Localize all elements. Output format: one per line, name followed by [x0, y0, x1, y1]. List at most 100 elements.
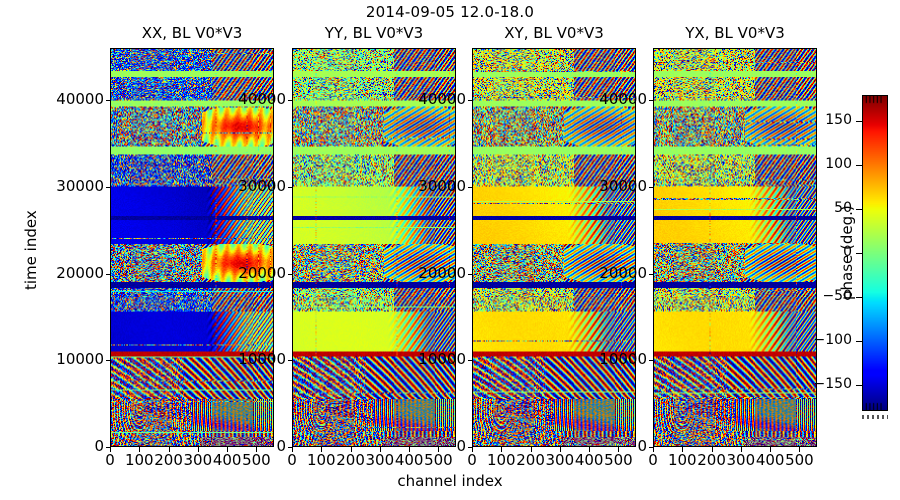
colorbar-tick-mark-1 — [856, 165, 862, 166]
x-tick-mark-XX-5 — [256, 447, 257, 452]
x-tick-mark-YY-3 — [380, 447, 381, 452]
y-tick-mark-YX-4 — [649, 100, 654, 101]
y-tick-label-YX-1: 10000 — [599, 350, 647, 369]
y-tick-mark-XX-1 — [106, 360, 111, 361]
x-tick-label-XX-0: 0 — [105, 451, 115, 469]
x-tick-mark-YX-0 — [653, 447, 654, 452]
x-tick-mark-XX-1 — [139, 447, 140, 452]
y-tick-mark-YX-0 — [649, 447, 654, 448]
colorbar-tick-mark-3 — [856, 253, 862, 254]
heatmap-image-yy — [293, 49, 455, 446]
x-tick-mark-YY-1 — [321, 447, 322, 452]
colorbar-tick-mark-4 — [856, 297, 862, 298]
y-tick-mark-YY-0 — [288, 447, 293, 448]
x-tick-label-XY-2: 200 — [516, 451, 545, 469]
colorbar-under-marker — [862, 415, 888, 419]
x-axis-label: channel index — [397, 472, 503, 490]
y-tick-label-YX-3: 30000 — [599, 176, 647, 195]
colorbar-tick-label-0: 150 — [825, 112, 852, 129]
heatmap-panel-xx[interactable] — [110, 48, 274, 447]
x-tick-mark-YY-4 — [409, 447, 410, 452]
x-tick-mark-XY-5 — [618, 447, 619, 452]
y-tick-label-YY-3: 30000 — [238, 176, 286, 195]
x-tick-mark-XX-3 — [198, 447, 199, 452]
y-tick-label-YX-0: 0 — [637, 437, 647, 455]
y-tick-label-XY-2: 20000 — [418, 263, 466, 282]
colorbar-tick-label-4: −50 — [822, 287, 852, 304]
x-tick-mark-YY-5 — [438, 447, 439, 452]
x-tick-label-YY-3: 300 — [365, 451, 395, 469]
x-tick-label-YY-4: 400 — [394, 451, 424, 469]
x-tick-label-YY-0: 0 — [287, 451, 297, 469]
panel-title-yx: YX, BL V0*V3 — [685, 24, 785, 42]
x-tick-label-YX-0: 0 — [648, 451, 658, 469]
x-tick-label-XY-4: 400 — [574, 451, 604, 469]
x-tick-label-YX-4: 400 — [755, 451, 785, 469]
x-tick-label-XY-0: 0 — [467, 451, 477, 469]
y-tick-mark-XY-3 — [468, 187, 473, 188]
y-tick-label-YY-0: 0 — [276, 437, 286, 455]
y-tick-mark-XX-2 — [106, 274, 111, 275]
x-tick-label-XY-1: 100 — [486, 451, 516, 469]
y-tick-label-XX-2: 20000 — [56, 263, 104, 282]
x-tick-label-XY-3: 300 — [545, 451, 575, 469]
y-tick-label-YY-2: 20000 — [238, 263, 286, 282]
x-tick-mark-XY-2 — [531, 447, 532, 452]
x-tick-label-YY-1: 100 — [306, 451, 336, 469]
x-tick-label-XX-4: 400 — [212, 451, 242, 469]
y-tick-label-XY-3: 30000 — [418, 176, 466, 195]
x-tick-label-YX-3: 300 — [726, 451, 756, 469]
colorbar-tick-mark-6 — [856, 385, 862, 386]
colorbar-tick-label-6: −150 — [813, 375, 852, 392]
heatmap-panel-yy[interactable] — [292, 48, 456, 447]
y-tick-label-YX-4: 40000 — [599, 90, 647, 109]
colorbar-tick-mark-2 — [856, 209, 862, 210]
x-tick-label-XX-1: 100 — [124, 451, 154, 469]
colorbar-tick-label-3: 0 — [843, 244, 852, 260]
x-tick-label-YY-2: 200 — [336, 451, 365, 469]
x-tick-label-YX-1: 100 — [667, 451, 697, 469]
y-tick-mark-XX-4 — [106, 100, 111, 101]
heatmap-image-yx — [654, 49, 816, 446]
heatmap-image-xy — [473, 49, 635, 446]
y-tick-mark-YX-2 — [649, 274, 654, 275]
x-tick-mark-YY-0 — [292, 447, 293, 452]
heatmap-panel-yx[interactable] — [653, 48, 817, 447]
x-tick-mark-YX-5 — [799, 447, 800, 452]
y-tick-label-XX-1: 10000 — [56, 350, 104, 369]
x-tick-mark-YX-2 — [712, 447, 713, 452]
y-tick-mark-YY-4 — [288, 100, 293, 101]
y-tick-label-YX-2: 20000 — [599, 263, 647, 282]
panel-title-xx: XX, BL V0*V3 — [141, 24, 243, 42]
x-tick-mark-YY-2 — [351, 447, 352, 452]
y-tick-mark-XY-4 — [468, 100, 473, 101]
x-tick-label-XX-3: 300 — [183, 451, 213, 469]
colorbar-tick-label-1: 100 — [825, 156, 852, 173]
x-tick-mark-YX-4 — [770, 447, 771, 452]
colorbar-tick-label-5: −100 — [813, 331, 852, 348]
y-tick-label-XX-0: 0 — [94, 437, 104, 455]
colorbar-tick-mark-5 — [856, 341, 862, 342]
y-tick-mark-YX-1 — [649, 360, 654, 361]
panel-title-xy: XY, BL V0*V3 — [504, 24, 604, 42]
x-tick-mark-XY-1 — [501, 447, 502, 452]
colorbar-gradient — [863, 96, 887, 410]
x-tick-mark-XY-3 — [560, 447, 561, 452]
heatmap-panel-xy[interactable] — [472, 48, 636, 447]
heatmap-image-xx — [111, 49, 273, 446]
y-tick-mark-YY-2 — [288, 274, 293, 275]
y-tick-mark-XX-3 — [106, 187, 111, 188]
y-tick-mark-XY-0 — [468, 447, 473, 448]
x-tick-mark-XY-4 — [589, 447, 590, 452]
x-tick-mark-XX-0 — [110, 447, 111, 452]
x-tick-mark-YX-3 — [741, 447, 742, 452]
x-tick-label-YX-2: 200 — [697, 451, 726, 469]
y-tick-label-XY-0: 0 — [456, 437, 466, 455]
colorbar[interactable] — [862, 95, 888, 411]
x-tick-label-XX-2: 200 — [154, 451, 183, 469]
y-tick-label-XY-4: 40000 — [418, 90, 466, 109]
x-tick-label-XX-5: 500 — [242, 451, 271, 469]
y-tick-label-XY-1: 10000 — [418, 350, 466, 369]
y-tick-mark-YY-1 — [288, 360, 293, 361]
x-tick-label-YY-5: 500 — [424, 451, 453, 469]
